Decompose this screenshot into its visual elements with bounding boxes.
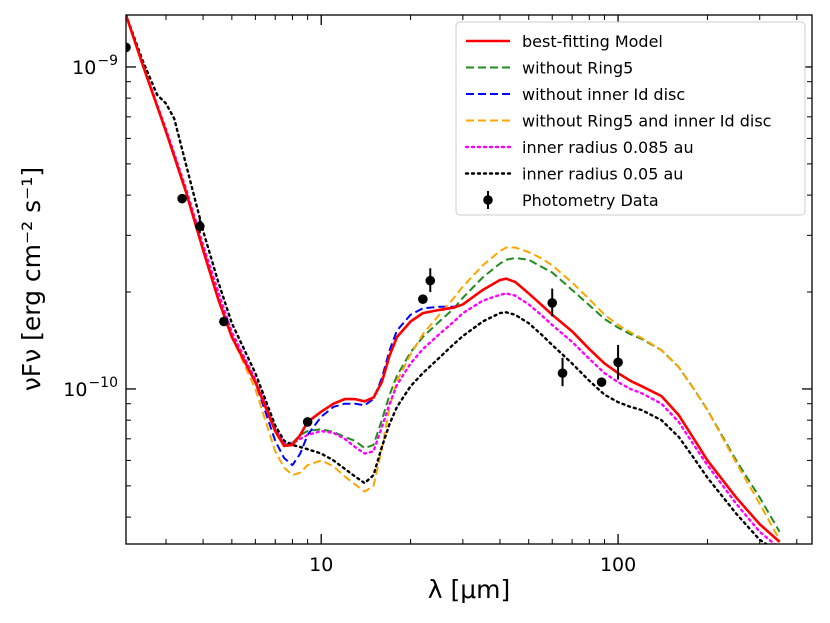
photometry-point-4 [219, 316, 229, 327]
photometry-point-9 [557, 368, 568, 378]
legend-label-2: without Ring5 [522, 59, 633, 78]
legend-label-photometry: Photometry Data [522, 191, 659, 210]
x-tick-label-2: 100 [600, 554, 636, 576]
plot-frame [125, 14, 813, 545]
legend-swatch-photometry [483, 195, 493, 205]
legend-entries: best-fitting Model without Ring5 without i… [464, 32, 771, 210]
x-axis-title: λ [μm] [428, 575, 511, 604]
series-layer [126, 15, 781, 544]
series-line-6 [126, 15, 769, 544]
photometry-point-10 [596, 377, 607, 387]
series-line-4 [126, 15, 781, 541]
photometry-point-11 [613, 357, 623, 368]
y-tick-base: 10 [63, 379, 87, 401]
legend-label-4: without Ring5 and inner Id disc [522, 112, 771, 131]
legend-label-1: best-fitting Model [522, 32, 663, 51]
photometry-layer [126, 42, 623, 427]
photometry-point-8 [547, 298, 558, 308]
legend-label-6: inner radius 0.05 au [522, 165, 683, 184]
legend-label-3: without inner Id disc [522, 85, 685, 104]
series-line-1 [126, 15, 781, 543]
photometry-point-1 [126, 42, 131, 53]
photometry-point-6 [418, 294, 428, 305]
legend-label-5: inner radius 0.085 au [522, 138, 694, 157]
photometry-point-5 [302, 417, 313, 427]
y-tick-base: 10 [72, 57, 96, 79]
y-axis-title: νFν [erg cm⁻² s⁻¹] [17, 167, 46, 391]
photometry-point-7 [425, 275, 436, 286]
photometry-point-3 [195, 221, 205, 232]
y-tick-label-1: −910 [72, 53, 118, 79]
y-tick-exponent: −9 [97, 53, 118, 69]
legend: best-fitting Model without Ring5 without i… [455, 21, 806, 216]
y-tick-exponent: −10 [88, 375, 118, 391]
x-tick-label-1: 10 [309, 554, 333, 576]
photometry-point-2 [177, 193, 187, 204]
axis-titles: λ [μm] νFν [erg cm⁻² s⁻¹] [17, 167, 510, 604]
legend-box [455, 21, 806, 216]
